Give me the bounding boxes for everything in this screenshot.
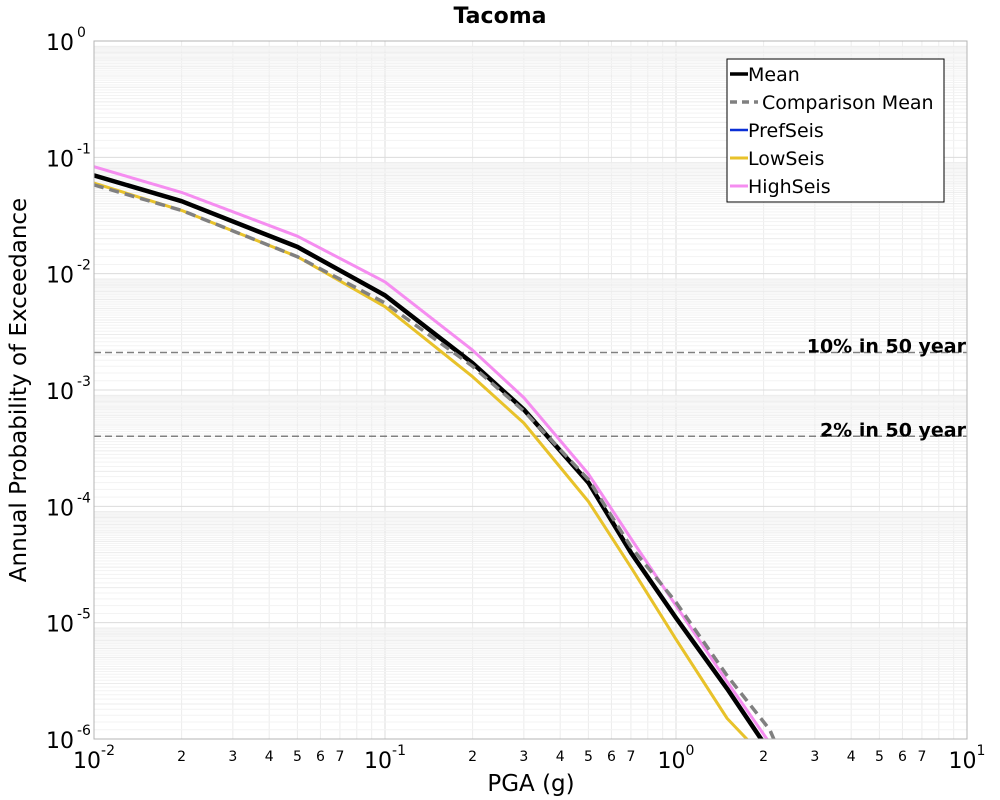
grid-layer [93, 41, 967, 740]
y-tick-label: 10 -4 [46, 490, 91, 521]
x-minor-tick-label: 4 [847, 749, 856, 765]
legend-label-mean: Mean [748, 64, 800, 86]
x-tick-label: 10-2 [73, 743, 115, 774]
legend-label-lowseis: LowSeis [748, 148, 824, 170]
x-minor-tick-label: 7 [917, 749, 926, 765]
x-tick-label: 101 [949, 743, 986, 774]
legend-label-prefseis: PrefSeis [748, 120, 824, 142]
x-tick-label: 10-1 [364, 743, 406, 774]
y-tick-label: 10 -2 [46, 258, 91, 289]
x-minor-tick-label: 7 [335, 749, 344, 765]
ticks-layer: 10% in 50 year 2% in 50 year 10-2 10-1 100 10… [46, 25, 985, 774]
x-minor-tick-label: 3 [228, 749, 237, 765]
x-minor-tick-label: 6 [316, 749, 325, 765]
x-minor-tick-label: 2 [468, 749, 477, 765]
legend: Mean Comparison Mean PrefSeis LowSeis HighSe… [726, 58, 945, 203]
series-line-comparison-mean [94, 183, 776, 739]
y-tick-label: 10 -1 [46, 141, 91, 172]
x-minor-tick-label: 3 [519, 749, 528, 765]
y-axis-label: Annual Probability of Exceedance [6, 198, 32, 582]
x-minor-tick-label: 4 [265, 749, 274, 765]
y-tick-label: 10 0 [46, 25, 86, 56]
y-tick-label: 10 -5 [46, 607, 91, 638]
chart-title: Tacoma [454, 4, 547, 29]
x-minor-tick-label: 5 [584, 749, 593, 765]
series-line-highseis [94, 165, 769, 739]
series-line-mean [94, 173, 764, 739]
legend-box [726, 58, 945, 203]
x-tick-label: 100 [658, 743, 695, 774]
x-minor-tick-label: 7 [626, 749, 635, 765]
reference-line-label: 2% in 50 year [820, 419, 967, 441]
x-minor-tick-label: 2 [177, 749, 186, 765]
x-minor-tick-label: 3 [810, 749, 819, 765]
plot-frame [93, 40, 968, 740]
x-minor-tick-label: 6 [898, 749, 907, 765]
y-tick-label: 10 -3 [46, 374, 91, 405]
reference-line-label: 10% in 50 year [807, 336, 967, 358]
legend-label-comparison-mean: Comparison Mean [762, 92, 934, 114]
x-minor-tick-label: 5 [293, 749, 302, 765]
x-minor-tick-label: 6 [607, 749, 616, 765]
series-layer [94, 165, 967, 739]
series-line-lowseis [94, 181, 749, 739]
legend-label-highseis: HighSeis [748, 176, 831, 198]
x-minor-tick-label: 4 [556, 749, 565, 765]
x-minor-tick-label: 5 [875, 749, 884, 765]
x-minor-tick-label: 2 [759, 749, 768, 765]
x-axis-label: PGA (g) [487, 771, 574, 797]
y-tick-label: 10 -6 [46, 723, 91, 754]
